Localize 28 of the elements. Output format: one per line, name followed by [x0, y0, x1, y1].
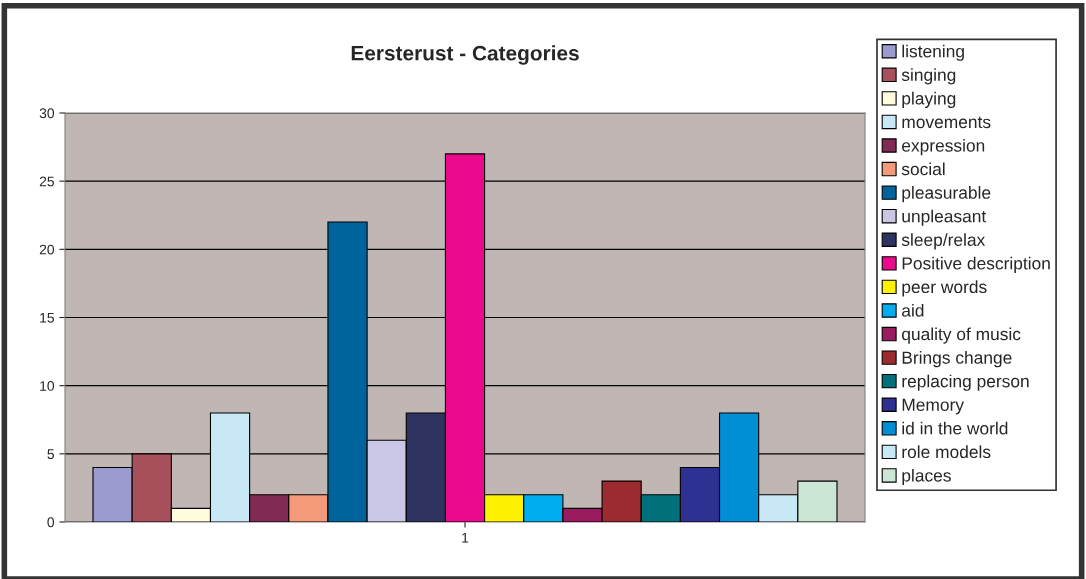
y-tick-label: 15	[40, 312, 54, 323]
chart-title: Eersterust - Categories	[351, 45, 579, 65]
legend-label: singing	[901, 68, 956, 85]
legend-label: id in the world	[902, 421, 1008, 435]
legend-label: movements	[902, 116, 991, 129]
legend-label: replacing person	[902, 374, 1029, 391]
y-tick-label: 25	[39, 176, 54, 187]
legend-label: Memory	[902, 398, 964, 415]
legend-label: Brings change	[902, 351, 1012, 368]
legend-label: role models	[902, 445, 991, 459]
legend-label: sleep/relax	[901, 233, 986, 250]
legend-label: aid	[902, 303, 924, 317]
y-tick-label: 0	[47, 517, 55, 528]
legend-label: quality of music	[902, 327, 1021, 344]
legend-label: listening	[902, 44, 964, 61]
legend-label: pleasurable	[902, 186, 991, 203]
y-tick-label: 10	[40, 381, 55, 391]
y-tick-label: 30	[39, 108, 55, 119]
legend-label: social	[901, 162, 945, 176]
legend-label: Positive description	[902, 256, 1050, 273]
x-tick-label: 1	[462, 532, 469, 543]
y-tick-label: 5	[47, 449, 54, 459]
legend-label: playing	[902, 91, 956, 108]
legend-label: peer words	[902, 280, 987, 297]
legend-label: expression	[902, 138, 985, 156]
legend-label: unpleasant	[902, 209, 987, 226]
y-tick-label: 20	[39, 244, 55, 255]
legend-label: places	[902, 468, 951, 486]
